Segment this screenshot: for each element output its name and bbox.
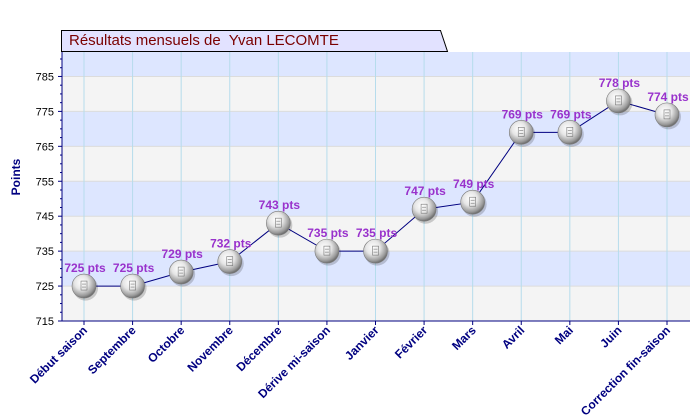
data-point bbox=[606, 88, 633, 116]
data-label: 769 pts bbox=[550, 107, 592, 121]
data-point bbox=[217, 249, 244, 277]
data-label: 725 pts bbox=[113, 261, 155, 275]
data-point-logo bbox=[469, 196, 476, 207]
y-tick-label: 715 bbox=[36, 316, 54, 328]
x-tick-label: Mars bbox=[449, 323, 479, 353]
x-tick-label: Janvier bbox=[342, 323, 382, 363]
data-label: 729 pts bbox=[161, 247, 203, 261]
data-point-marker bbox=[460, 189, 485, 215]
data-point-marker bbox=[508, 120, 534, 145]
data-point bbox=[654, 102, 681, 130]
y-tick-label: 745 bbox=[36, 211, 54, 223]
data-point-logo bbox=[663, 109, 671, 120]
data-label: 735 pts bbox=[307, 226, 349, 240]
data-label: 769 pts bbox=[502, 107, 544, 121]
data-point bbox=[460, 189, 487, 217]
x-tick-label: Décembre bbox=[234, 323, 285, 374]
data-label: 735 pts bbox=[356, 226, 398, 240]
data-label: 774 pts bbox=[647, 90, 689, 104]
y-tick-label: 735 bbox=[36, 246, 54, 258]
data-label: 732 pts bbox=[210, 237, 252, 251]
data-point-logo bbox=[275, 217, 282, 228]
data-markers bbox=[71, 88, 681, 301]
data-point bbox=[168, 259, 196, 287]
data-label: 725 pts bbox=[64, 261, 106, 275]
x-tick-label: Début saison bbox=[27, 323, 90, 386]
x-tick-label: Février bbox=[392, 323, 430, 361]
data-point bbox=[314, 238, 341, 266]
chart-title: Résultats mensuels de Yvan LECOMTE bbox=[69, 32, 339, 49]
x-tick-label: Correction fin-saison bbox=[578, 323, 673, 418]
data-point-marker bbox=[71, 273, 97, 299]
y-tick-label: 755 bbox=[36, 176, 54, 188]
data-point-logo bbox=[177, 266, 185, 277]
x-tick-label: Avril bbox=[499, 323, 527, 351]
data-point-marker bbox=[314, 238, 340, 264]
data-point-marker bbox=[168, 259, 194, 285]
data-point-marker bbox=[363, 238, 388, 264]
y-tick-label: 785 bbox=[36, 71, 54, 83]
data-point-logo bbox=[129, 280, 136, 291]
data-point-marker bbox=[557, 120, 583, 145]
data-point bbox=[363, 238, 390, 266]
data-point-marker bbox=[606, 88, 631, 114]
data-point-logo bbox=[226, 256, 234, 266]
y-tick-label: 725 bbox=[36, 281, 54, 293]
data-point-logo bbox=[566, 127, 574, 137]
y-tick-label: 765 bbox=[36, 141, 54, 153]
data-point-logo bbox=[420, 203, 428, 214]
data-point bbox=[508, 120, 536, 147]
data-label: 749 pts bbox=[453, 177, 495, 191]
data-point-marker bbox=[217, 249, 243, 274]
data-point-logo bbox=[323, 245, 331, 256]
data-point bbox=[266, 210, 293, 238]
y-axis-ticks: 715 725 735 745 755 765 775 785 bbox=[36, 58, 62, 328]
data-point bbox=[71, 273, 98, 301]
data-point bbox=[411, 196, 439, 224]
y-axis-label: Points bbox=[9, 158, 23, 195]
data-point-marker bbox=[266, 210, 291, 236]
data-label: 778 pts bbox=[599, 76, 641, 90]
x-tick-label: Septembre bbox=[85, 323, 139, 377]
data-point-logo bbox=[615, 95, 622, 106]
data-label: 743 pts bbox=[259, 198, 301, 212]
x-tick-label: Novembre bbox=[184, 323, 236, 375]
data-point bbox=[557, 120, 584, 147]
data-point bbox=[120, 273, 147, 301]
data-point-logo bbox=[80, 280, 88, 291]
data-point-logo bbox=[517, 127, 525, 137]
data-label: 747 pts bbox=[404, 184, 446, 198]
x-tick-label: Mai bbox=[552, 323, 576, 347]
vertical-gridlines bbox=[83, 52, 668, 321]
data-point-marker bbox=[654, 102, 680, 128]
data-point-logo bbox=[372, 245, 379, 256]
data-point-marker bbox=[120, 273, 145, 299]
x-tick-label: Juin bbox=[597, 323, 624, 350]
data-point-marker bbox=[411, 196, 437, 222]
chart-title-tab: Résultats mensuels de Yvan LECOMTE bbox=[61, 30, 449, 52]
x-tick-label: Octobre bbox=[145, 323, 188, 366]
data-labels: 725 pts 725 pts 729 pts 732 pts 743 pts 735 p… bbox=[64, 76, 689, 275]
y-tick-label: 775 bbox=[36, 106, 54, 118]
